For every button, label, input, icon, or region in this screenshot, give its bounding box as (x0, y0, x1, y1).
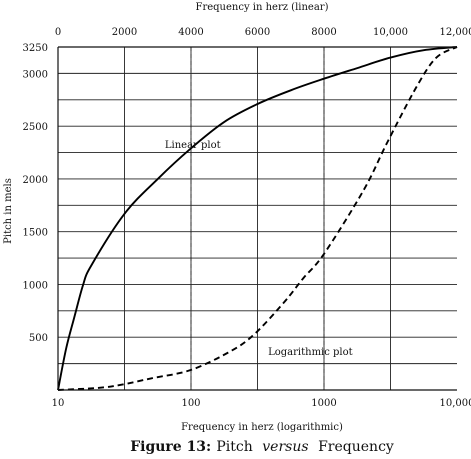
bottom-axis-title: Frequency in herz (logarithmic) (181, 422, 343, 433)
top-tick-label: 6000 (245, 27, 270, 38)
plot-frame (57, 46, 457, 391)
top-tick-label: 4000 (178, 27, 203, 38)
y-axis-title: Pitch in mels (3, 178, 14, 244)
y-tick-label: 2500 (23, 122, 48, 133)
y-tick-label: 3000 (23, 69, 48, 80)
top-axis-title: Frequency in herz (linear) (196, 2, 329, 13)
y-tick-label: 1500 (23, 228, 48, 239)
top-tick-label: 8000 (311, 27, 336, 38)
top-tick-label: 12,000 (440, 27, 471, 38)
logarithmic-plot-line (57, 46, 458, 391)
caption-part1: Pitch (216, 439, 257, 455)
y-tick-label: 500 (29, 333, 48, 344)
linear-plot-line (57, 46, 458, 391)
figure-caption: Figure 13: Pitch versus Frequency (130, 436, 394, 455)
y-tick-label: 3250 (23, 43, 48, 54)
bottom-tick-label: 10 (52, 398, 65, 409)
top-tick-label: 0 (55, 27, 61, 38)
annotation-logarithmic-plot: Logarithmic plot (268, 347, 353, 358)
bottom-tick-label: 1000 (311, 398, 336, 409)
caption-number: Figure 13: (130, 439, 211, 455)
grid-lines (58, 47, 457, 390)
caption-part2: Frequency (314, 439, 394, 455)
top-tick-label: 2000 (112, 27, 137, 38)
y-tick-label: 2000 (23, 175, 48, 186)
y-tick-label: 1000 (23, 280, 48, 291)
annotation-linear-plot: Linear plot (165, 140, 221, 151)
tick-labels: 0 2000 4000 6000 8000 10,000 12,000 10 100 1000 10… (23, 27, 471, 409)
caption-italic: versus (262, 439, 308, 455)
bottom-tick-label: 10,000 (440, 398, 471, 409)
bottom-tick-label: 100 (181, 398, 200, 409)
curves (57, 46, 458, 391)
top-tick-label: 10,000 (373, 27, 408, 38)
